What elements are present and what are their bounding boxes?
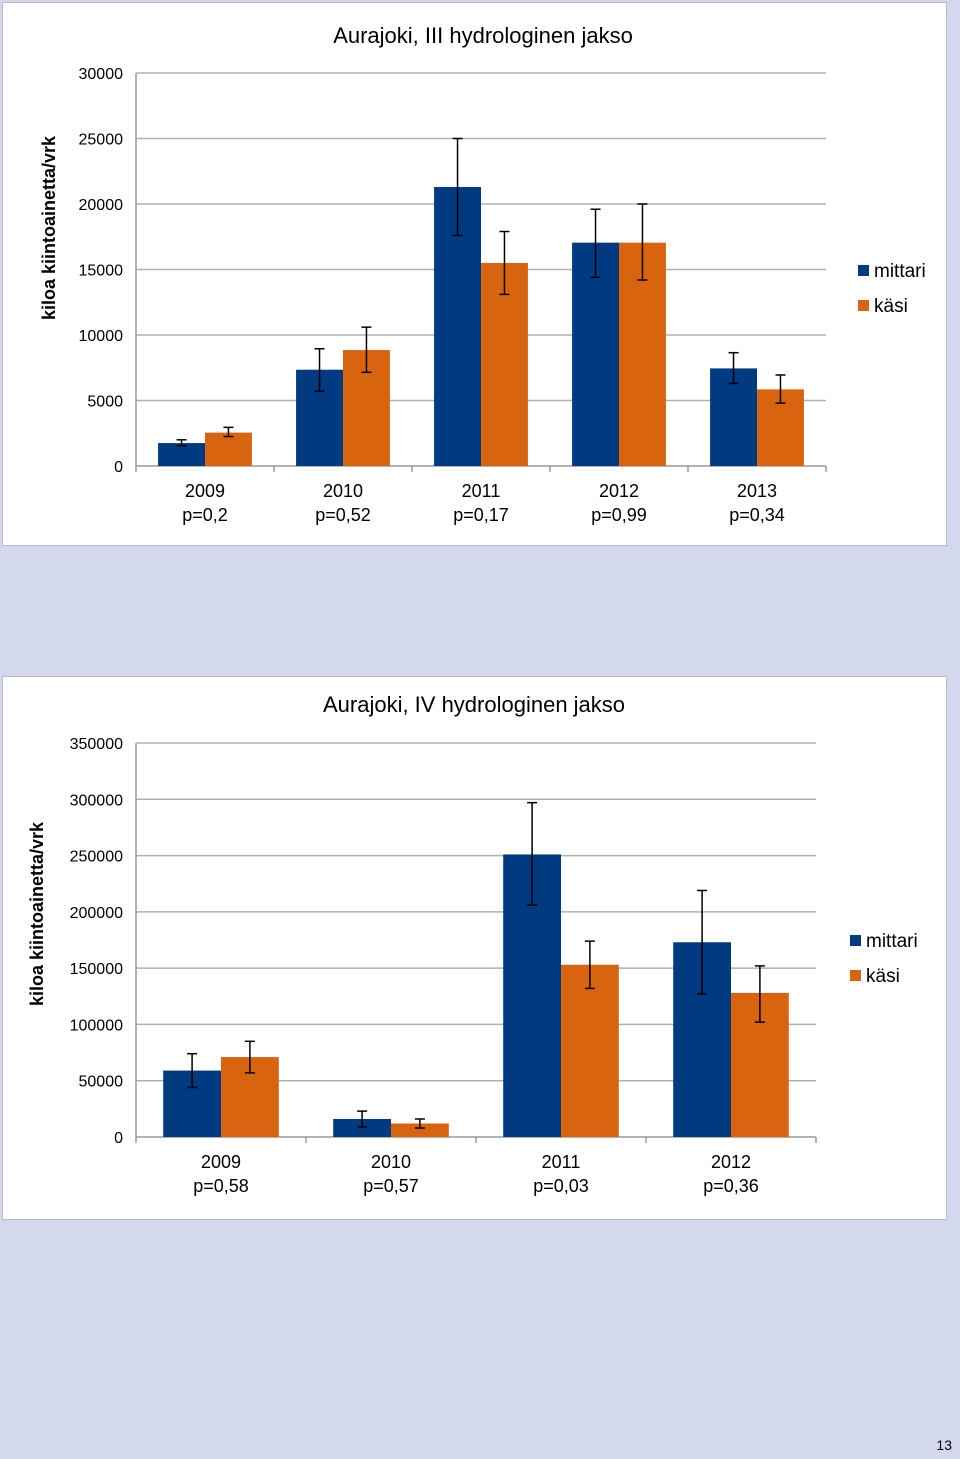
bar-kasi bbox=[561, 964, 619, 1137]
chart-iv-svg: 0 50000 100000 150000 200000 250000 300000 3500… bbox=[27, 692, 918, 1196]
bar-mittari bbox=[333, 1118, 391, 1137]
x-category-label: 2011 bbox=[542, 1152, 581, 1172]
y-tick-label: 0 bbox=[114, 459, 123, 476]
x-category-label: 2009 bbox=[185, 481, 225, 501]
y-tick-label: 5000 bbox=[87, 394, 123, 411]
legend-label-mittari: mittari bbox=[874, 261, 926, 282]
x-category-label: 2012 bbox=[711, 1152, 751, 1172]
bar-mittari bbox=[158, 443, 205, 466]
chart-panel-iv: 0 50000 100000 150000 200000 250000 300000 3500… bbox=[2, 676, 947, 1220]
y-tick-label: 25000 bbox=[79, 132, 124, 149]
x-category-pvalue: p=0,03 bbox=[533, 1176, 589, 1196]
y-tick-label: 15000 bbox=[79, 263, 124, 280]
y-tick-label: 350000 bbox=[70, 736, 123, 753]
bar-kasi bbox=[481, 262, 528, 466]
chart-panel-iii: 0 5000 10000 15000 20000 25000 30000 2009 p=0,2 2… bbox=[2, 2, 947, 546]
y-axis-label: kiloa kiintoainetta/vrk bbox=[39, 135, 59, 320]
x-category-pvalue: p=0,36 bbox=[703, 1176, 759, 1196]
x-category-pvalue: p=0,57 bbox=[363, 1176, 419, 1196]
chart-iii-svg: 0 5000 10000 15000 20000 25000 30000 2009 p=0,2 2… bbox=[39, 23, 926, 525]
y-tick-label: 30000 bbox=[79, 66, 124, 83]
bar-mittari bbox=[572, 242, 619, 466]
x-category-pvalue: p=0,34 bbox=[729, 505, 785, 525]
x-category-label: 2010 bbox=[323, 481, 363, 501]
x-category-pvalue: p=0,17 bbox=[453, 505, 509, 525]
bar-mittari bbox=[710, 368, 757, 466]
x-category-label: 2012 bbox=[599, 481, 639, 501]
bar-kasi bbox=[205, 432, 252, 466]
y-tick-label: 300000 bbox=[70, 792, 123, 809]
x-category-label: 2009 bbox=[201, 1152, 241, 1172]
x-category-pvalue: p=0,2 bbox=[182, 505, 228, 525]
x-category-pvalue: p=0,52 bbox=[315, 505, 371, 525]
legend-swatch-mittari bbox=[850, 935, 861, 946]
bar-kasi bbox=[391, 1123, 449, 1137]
y-axis-label: kiloa kiintoainetta/vrk bbox=[27, 821, 47, 1006]
legend-label-mittari: mittari bbox=[866, 931, 918, 952]
y-tick-label: 50000 bbox=[79, 1074, 124, 1091]
y-tick-label: 250000 bbox=[70, 849, 123, 866]
legend-swatch-kasi bbox=[850, 970, 861, 981]
chart-title: Aurajoki, IV hydrologinen jakso bbox=[323, 692, 625, 717]
chart-title: Aurajoki, III hydrologinen jakso bbox=[333, 23, 633, 48]
y-tick-label: 100000 bbox=[70, 1017, 123, 1034]
legend-label-kasi: käsi bbox=[874, 296, 908, 317]
x-category-pvalue: p=0,99 bbox=[591, 505, 647, 525]
y-tick-label: 150000 bbox=[70, 961, 123, 978]
page-number: 13 bbox=[936, 1437, 952, 1453]
y-tick-label: 0 bbox=[114, 1130, 123, 1147]
x-category-label: 2013 bbox=[737, 481, 777, 501]
y-tick-label: 20000 bbox=[79, 197, 124, 214]
y-tick-label: 10000 bbox=[79, 328, 124, 345]
legend-label-kasi: käsi bbox=[866, 966, 900, 987]
x-category-label: 2011 bbox=[462, 481, 501, 501]
x-category-label: 2010 bbox=[371, 1152, 411, 1172]
legend-swatch-kasi bbox=[858, 300, 869, 311]
legend-swatch-mittari bbox=[858, 265, 869, 276]
x-category-pvalue: p=0,58 bbox=[193, 1176, 249, 1196]
y-tick-label: 200000 bbox=[70, 905, 123, 922]
